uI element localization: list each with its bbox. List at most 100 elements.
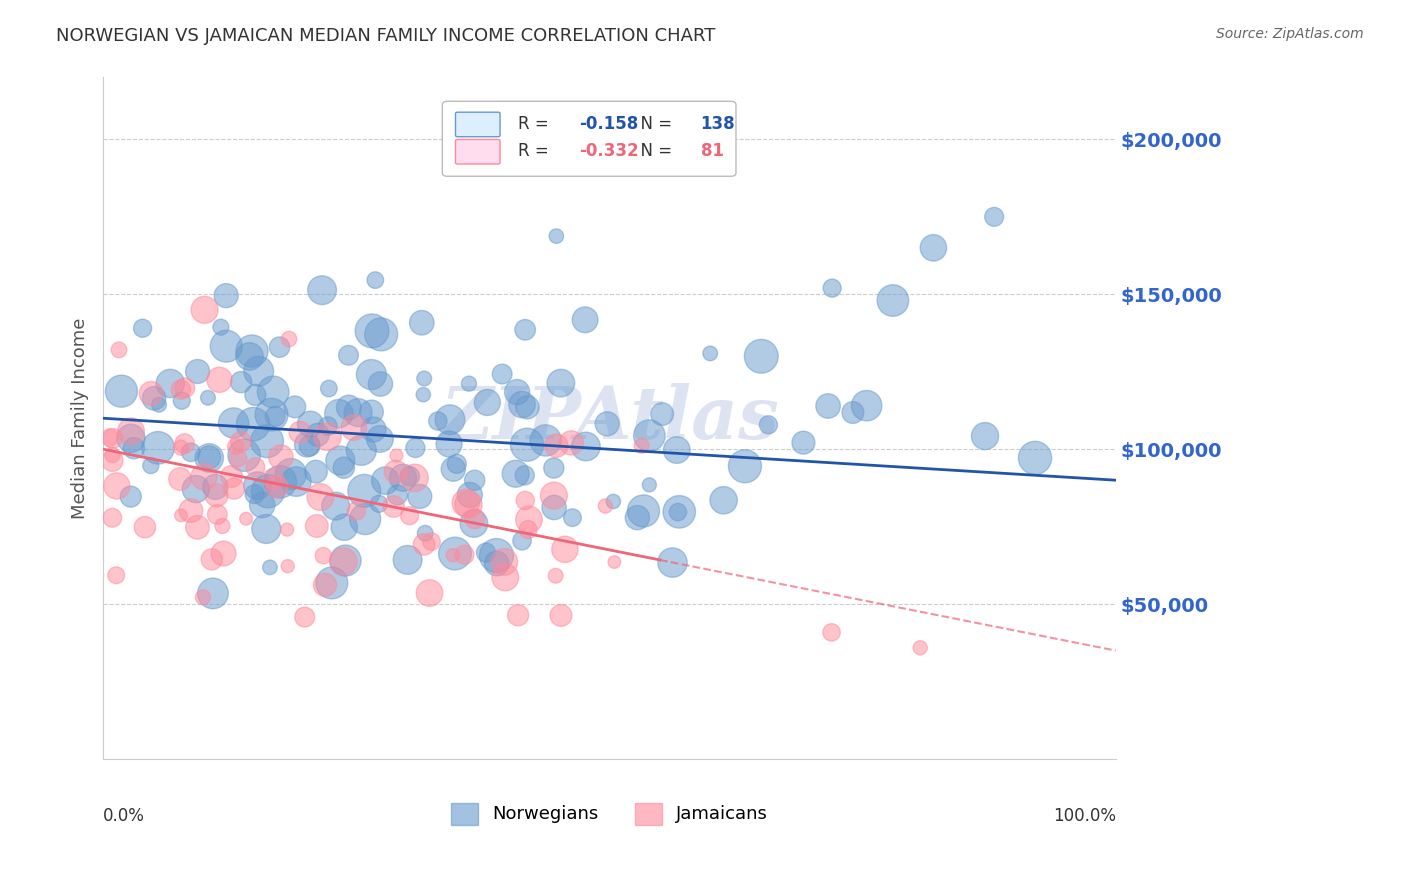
Point: [205, 488, 228, 502]
Point: [441, 462, 464, 476]
Point: [464, 473, 486, 487]
Point: [266, 480, 288, 494]
Point: [387, 488, 409, 502]
Point: [666, 505, 689, 519]
Point: [485, 549, 508, 563]
Point: [550, 608, 572, 623]
Text: Source: ZipAtlas.com: Source: ZipAtlas.com: [1216, 27, 1364, 41]
Point: [120, 431, 142, 445]
Point: [505, 467, 527, 481]
Point: [143, 392, 166, 406]
Point: [361, 324, 384, 338]
Point: [360, 368, 382, 382]
Point: [186, 520, 208, 534]
Point: [101, 448, 124, 462]
Point: [105, 568, 128, 582]
Point: [463, 516, 485, 531]
Point: [318, 382, 340, 396]
Point: [337, 401, 360, 415]
Point: [350, 443, 373, 458]
Point: [307, 427, 329, 442]
Point: [321, 575, 343, 590]
Point: [602, 494, 624, 508]
Point: [235, 512, 257, 526]
Point: [146, 441, 169, 455]
Point: [259, 560, 281, 574]
Point: [758, 417, 780, 432]
Point: [396, 553, 419, 567]
Point: [141, 386, 163, 401]
Point: [596, 417, 619, 431]
Point: [233, 448, 256, 462]
Point: [842, 405, 865, 419]
Point: [262, 384, 284, 399]
Point: [346, 504, 368, 518]
Point: [370, 376, 392, 391]
Point: [231, 375, 253, 389]
Point: [170, 383, 193, 397]
Point: [420, 534, 443, 549]
Point: [367, 497, 389, 511]
Point: [734, 459, 756, 474]
Point: [458, 376, 481, 391]
Legend: Norwegians, Jamaicans: Norwegians, Jamaicans: [443, 796, 775, 831]
Point: [374, 474, 396, 488]
Point: [506, 608, 529, 623]
Point: [392, 471, 415, 485]
Point: [105, 479, 128, 493]
Point: [209, 320, 232, 334]
Point: [270, 450, 292, 464]
Point: [404, 471, 426, 485]
Text: NORWEGIAN VS JAMAICAN MEDIAN FAMILY INCOME CORRELATION CHART: NORWEGIAN VS JAMAICAN MEDIAN FAMILY INCO…: [56, 27, 716, 45]
Point: [305, 465, 328, 479]
Point: [439, 413, 461, 427]
Point: [180, 503, 202, 517]
Point: [454, 496, 477, 510]
Point: [457, 498, 479, 512]
Point: [444, 547, 467, 561]
Point: [409, 490, 432, 504]
Point: [170, 441, 193, 455]
Point: [595, 499, 617, 513]
Point: [215, 288, 238, 302]
Point: [245, 388, 267, 402]
Point: [385, 449, 408, 463]
FancyBboxPatch shape: [443, 102, 735, 177]
Point: [184, 482, 207, 496]
Point: [922, 241, 945, 255]
Point: [329, 453, 352, 467]
Point: [222, 482, 245, 496]
Point: [603, 555, 626, 569]
Text: N =: N =: [630, 142, 678, 160]
Point: [713, 493, 735, 508]
Point: [494, 555, 516, 569]
Point: [204, 480, 226, 494]
Point: [120, 425, 142, 439]
Point: [212, 547, 235, 561]
Point: [453, 548, 475, 562]
Point: [516, 438, 538, 452]
Point: [370, 327, 392, 342]
Point: [411, 316, 433, 330]
Point: [633, 504, 655, 518]
Point: [312, 549, 335, 563]
Point: [363, 423, 385, 437]
Point: [651, 407, 673, 421]
Point: [309, 490, 332, 504]
Point: [276, 523, 298, 537]
Point: [485, 557, 508, 571]
Point: [221, 469, 243, 483]
Point: [257, 484, 280, 499]
Point: [333, 460, 356, 475]
Text: R =: R =: [519, 142, 554, 160]
Point: [534, 434, 557, 448]
FancyBboxPatch shape: [456, 112, 501, 136]
Point: [101, 510, 124, 524]
Point: [412, 387, 434, 401]
Point: [193, 470, 215, 484]
Point: [749, 349, 772, 363]
Point: [699, 346, 721, 360]
Point: [364, 273, 387, 287]
Point: [101, 454, 124, 468]
Point: [101, 431, 124, 445]
